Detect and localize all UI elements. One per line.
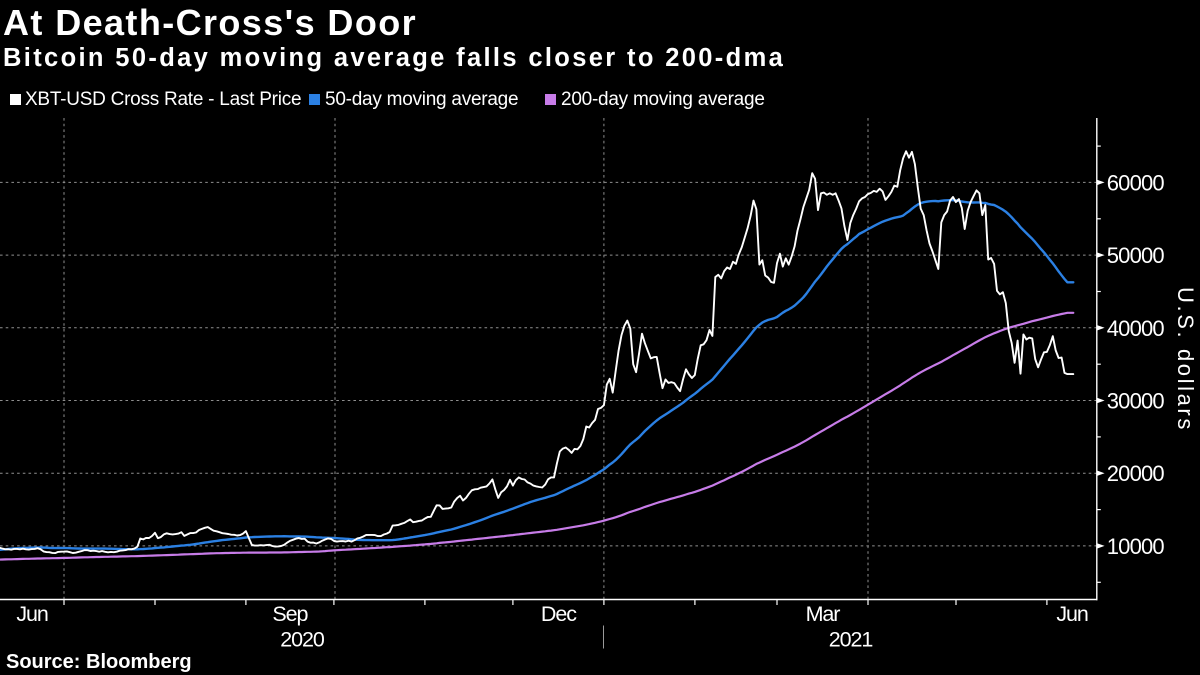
- svg-text:Mar: Mar: [806, 602, 841, 626]
- svg-text:Jun: Jun: [16, 602, 48, 626]
- svg-text:Dec: Dec: [541, 602, 577, 626]
- svg-text:30000: 30000: [1107, 389, 1165, 414]
- svg-text:20000: 20000: [1107, 461, 1165, 486]
- svg-text:50000: 50000: [1107, 243, 1165, 268]
- svg-text:Jun: Jun: [1056, 602, 1088, 626]
- svg-text:10000: 10000: [1107, 534, 1165, 559]
- svg-text:U.S. dollars: U.S. dollars: [1173, 287, 1198, 432]
- svg-text:40000: 40000: [1107, 316, 1165, 341]
- svg-text:Sep: Sep: [272, 602, 308, 626]
- svg-text:60000: 60000: [1107, 170, 1165, 195]
- svg-text:2020: 2020: [280, 628, 325, 652]
- svg-text:2021: 2021: [829, 628, 873, 652]
